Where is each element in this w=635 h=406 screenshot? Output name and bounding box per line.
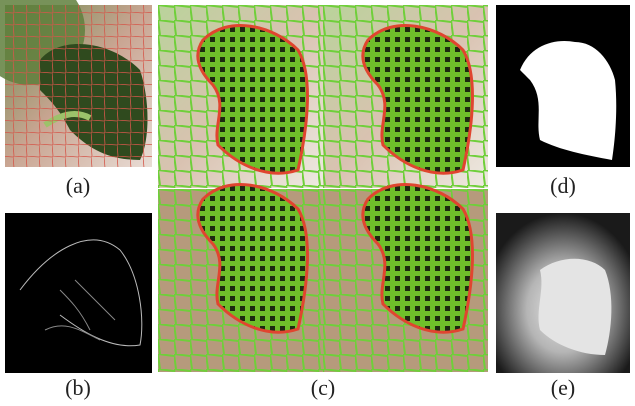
panel-label: (c) xyxy=(311,375,335,400)
panel-c xyxy=(158,5,488,372)
panel-label: (d) xyxy=(550,173,576,198)
panel-label: (e) xyxy=(551,375,575,400)
panel-a xyxy=(0,0,152,167)
panel-d xyxy=(496,5,630,167)
panel-label: (a) xyxy=(66,173,90,198)
figure: (a) (b) (c) (d) (e) xyxy=(0,0,635,406)
panel-b xyxy=(5,213,152,373)
page: {"panels": [{"label": "(a)"}, {"label": … xyxy=(0,0,635,406)
panel-e xyxy=(496,213,630,373)
panel-label: (b) xyxy=(65,375,91,400)
